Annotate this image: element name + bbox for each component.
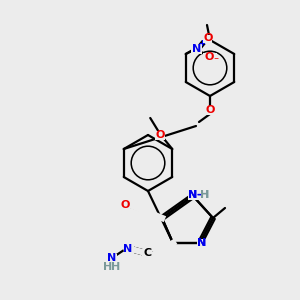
Bar <box>203 52 217 62</box>
Bar <box>142 248 152 257</box>
Text: -: - <box>197 190 201 200</box>
Text: N: N <box>197 238 207 248</box>
Bar <box>124 244 134 253</box>
Bar <box>188 190 202 200</box>
Text: H: H <box>200 190 210 200</box>
Text: O: O <box>156 130 165 140</box>
Bar <box>197 238 207 247</box>
Text: -: - <box>197 190 201 200</box>
Text: O: O <box>205 105 215 115</box>
Text: +: + <box>198 40 205 49</box>
Text: O: O <box>120 200 130 210</box>
Text: N: N <box>188 190 198 200</box>
Text: ⁻: ⁻ <box>213 56 218 66</box>
Text: H: H <box>200 190 210 200</box>
Text: O: O <box>203 33 212 43</box>
Text: N: N <box>107 253 117 263</box>
Bar <box>191 44 202 54</box>
Bar <box>205 106 215 115</box>
Text: O: O <box>204 52 213 62</box>
Bar <box>120 200 130 209</box>
Text: H: H <box>111 262 121 272</box>
Bar <box>107 254 117 262</box>
Bar <box>202 34 212 43</box>
Text: C: C <box>144 248 152 258</box>
Text: H: H <box>103 262 112 272</box>
Text: N: N <box>188 190 198 200</box>
Bar <box>155 130 165 140</box>
Text: N: N <box>192 44 201 54</box>
Text: N: N <box>123 244 133 254</box>
Text: N: N <box>197 238 207 248</box>
Bar <box>197 238 207 247</box>
Bar <box>188 190 202 200</box>
